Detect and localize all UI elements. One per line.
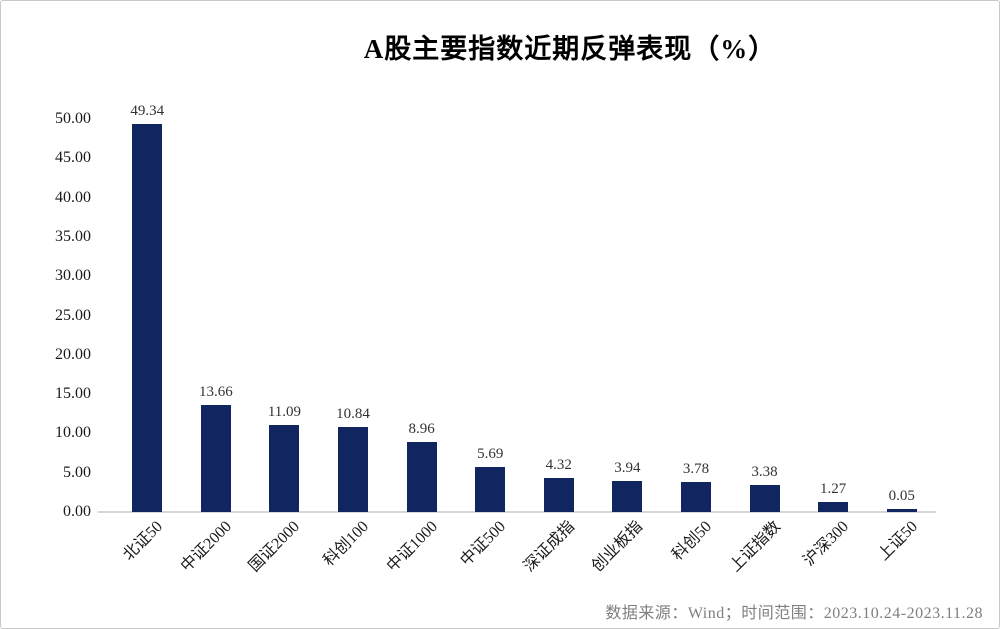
y-tick-label: 15.00 — [55, 385, 91, 403]
x-category-label: 中证1000 — [383, 518, 441, 576]
source-note: 数据来源：Wind；时间范围：2023.10.24-2023.11.28 — [605, 605, 983, 622]
x-category-label: 深证成指 — [520, 518, 578, 576]
x-category-label: 沪深300 — [800, 518, 853, 570]
bar — [406, 441, 437, 512]
bar-value-label: 3.38 — [751, 464, 778, 481]
bar — [338, 426, 369, 512]
y-tick-label: 40.00 — [55, 188, 91, 206]
x-category-label: 上证指数 — [726, 518, 784, 576]
bar-value-label: 10.84 — [336, 405, 370, 422]
y-tick-label: 10.00 — [55, 424, 91, 442]
x-category-label: 科创100 — [320, 518, 373, 570]
y-tick-label: 35.00 — [55, 227, 91, 245]
x-axis-line — [98, 511, 936, 513]
x-category-label: 上证50 — [874, 518, 921, 564]
bar — [269, 424, 300, 512]
y-tick-label: 45.00 — [55, 149, 91, 167]
x-category-label: 创业板指 — [589, 518, 647, 576]
y-tick-label: 0.00 — [63, 503, 91, 520]
bar — [475, 467, 506, 512]
x-category-label: 科创50 — [669, 518, 715, 564]
bar-value-label: 0.05 — [888, 488, 915, 504]
bar — [886, 509, 917, 512]
y-tick-label: 20.00 — [55, 345, 91, 363]
x-category-label: 中证500 — [457, 518, 510, 570]
y-tick-label: 50.00 — [55, 110, 91, 127]
bar — [680, 482, 711, 512]
y-tick-label: 25.00 — [55, 306, 91, 324]
bar-value-label: 8.96 — [408, 420, 435, 437]
x-category-label: 国证2000 — [246, 518, 304, 576]
bar-value-label: 13.66 — [199, 383, 233, 400]
bar-value-label: 1.27 — [820, 481, 847, 498]
bar-value-label: 3.78 — [682, 461, 710, 478]
bar — [749, 485, 780, 512]
bar-value-label: 11.09 — [267, 403, 302, 420]
bar-value-label: 3.94 — [614, 460, 641, 477]
bar — [818, 502, 849, 512]
bar-value-label: 5.69 — [477, 446, 504, 463]
x-category-label: 中证2000 — [177, 518, 235, 576]
chart-title: A股主要指数近期反弹表现（%） — [363, 34, 777, 64]
bar — [543, 478, 574, 512]
y-tick-label: 5.00 — [63, 463, 91, 481]
bar — [132, 124, 163, 512]
bar-value-label: 49.34 — [130, 103, 165, 120]
bar — [200, 404, 231, 512]
x-category-label: 北证50 — [120, 518, 167, 564]
bar-value-label: 4.32 — [545, 457, 572, 474]
bar — [612, 481, 643, 512]
y-tick-label: 30.00 — [55, 267, 91, 285]
